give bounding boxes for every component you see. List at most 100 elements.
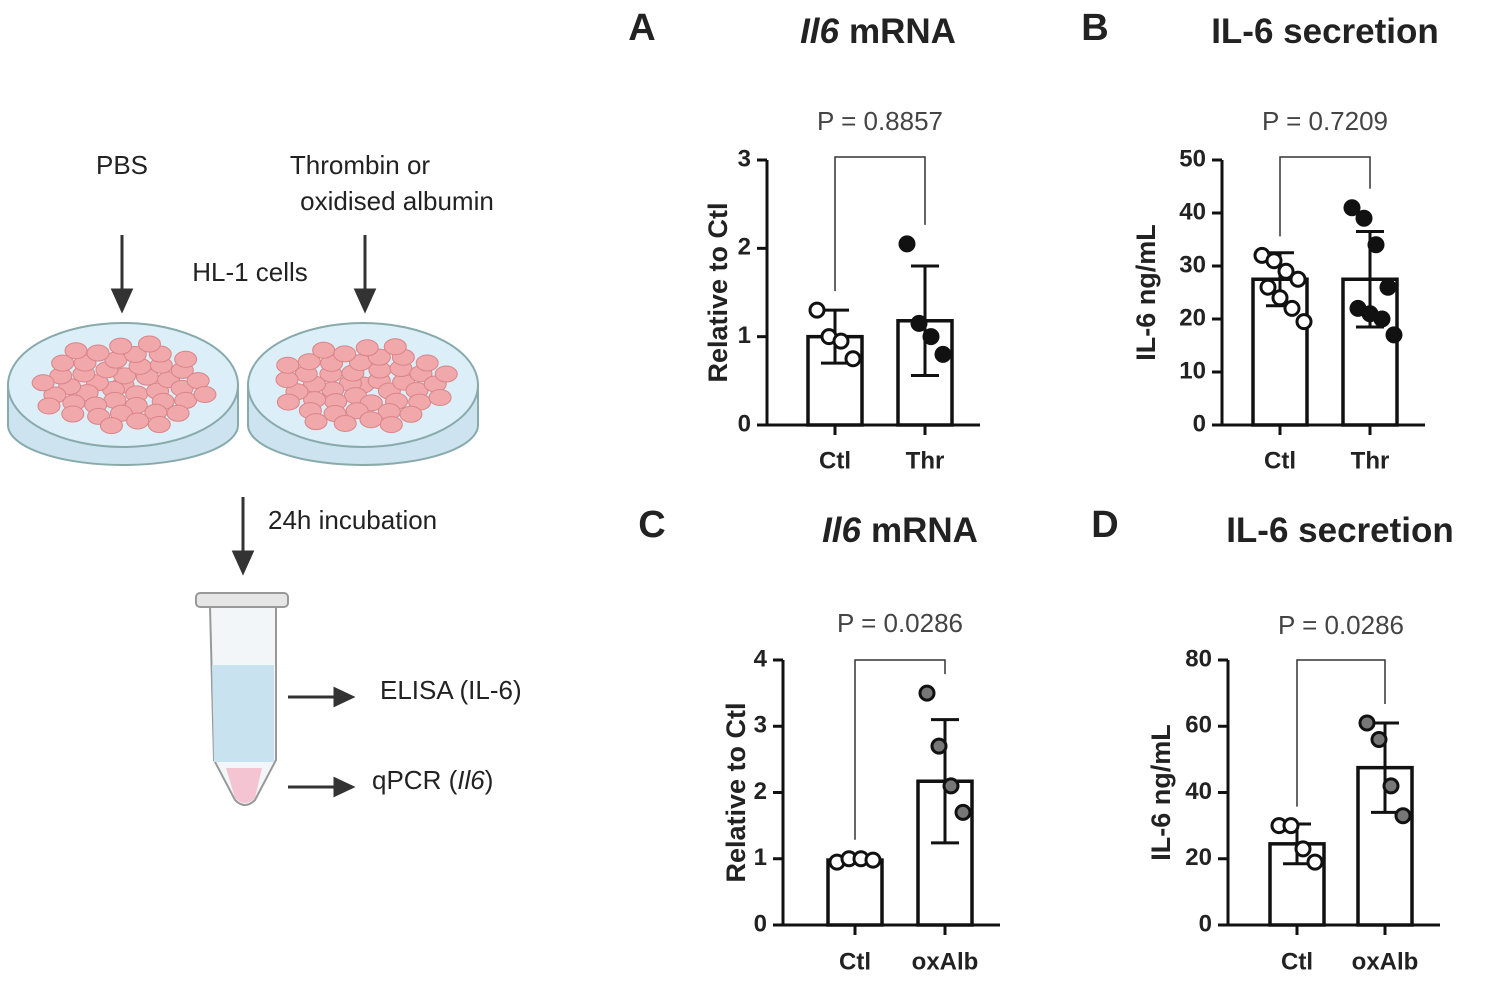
cell bbox=[99, 417, 123, 435]
cell bbox=[51, 354, 75, 372]
panel: C Il6 mRNA Relative to Ctl 0 1 2 3 4 Ctl oxAlb P = … bbox=[638, 504, 1000, 975]
cell bbox=[109, 404, 133, 422]
y-tick-label: 2 bbox=[738, 234, 751, 261]
data-point bbox=[942, 777, 960, 795]
qpcr-gene: Il6 bbox=[457, 765, 485, 795]
y-tick-label: 0 bbox=[754, 910, 767, 937]
cell bbox=[379, 416, 403, 434]
cell bbox=[64, 342, 88, 360]
tube bbox=[195, 592, 289, 806]
panel-letter: D bbox=[1091, 504, 1118, 546]
significance-bracket bbox=[854, 659, 946, 840]
qpcr-text: qPCR ( bbox=[372, 765, 458, 795]
qpcr-label: qPCR (Il6) bbox=[372, 765, 493, 795]
cell bbox=[126, 412, 150, 430]
x-tick-label: Thr bbox=[906, 447, 945, 474]
data-point bbox=[934, 345, 952, 363]
y-axis-label: Relative to Ctl bbox=[721, 702, 751, 882]
data-point bbox=[918, 684, 936, 702]
x-tick-label: Ctl bbox=[1264, 447, 1296, 474]
cell bbox=[275, 371, 299, 389]
data-point bbox=[1385, 326, 1403, 344]
data-point bbox=[1370, 731, 1388, 748]
panel-letter: C bbox=[638, 504, 665, 546]
y-tick-label: 1 bbox=[738, 322, 751, 349]
data-point bbox=[1306, 853, 1324, 871]
title-part: mRNA bbox=[871, 511, 978, 550]
data-point bbox=[910, 314, 928, 332]
pbs-label: PBS bbox=[96, 150, 148, 180]
significance-bracket bbox=[1296, 659, 1386, 807]
data-point bbox=[1271, 289, 1289, 307]
data-point bbox=[1283, 299, 1301, 317]
y-tick-label: 40 bbox=[1179, 198, 1206, 225]
panel-title: Il6 mRNA bbox=[822, 511, 978, 550]
p-value: P = 0.8857 bbox=[817, 106, 943, 136]
data-point bbox=[930, 737, 948, 755]
bar bbox=[826, 858, 884, 927]
cell bbox=[86, 344, 110, 362]
cell bbox=[312, 341, 336, 359]
y-tick-label: 20 bbox=[1185, 844, 1212, 871]
treatment-label: oxidised albumin bbox=[300, 186, 494, 216]
y-tick-label: 10 bbox=[1179, 357, 1206, 384]
data-point bbox=[1379, 278, 1397, 296]
p-value: P = 0.7209 bbox=[1262, 106, 1388, 136]
cell bbox=[383, 338, 407, 356]
x-tick-label: oxAlb bbox=[1352, 948, 1419, 975]
data-point bbox=[1259, 278, 1277, 296]
data-point bbox=[1373, 310, 1391, 328]
elisa-label: ELISA (IL-6) bbox=[380, 675, 522, 705]
p-value: P = 0.0286 bbox=[1278, 610, 1404, 640]
x-tick-label: Ctl bbox=[839, 948, 871, 975]
y-tick-label: 3 bbox=[738, 145, 751, 172]
cell bbox=[359, 411, 383, 429]
y-axis-label: IL-6 ng/mL bbox=[1131, 224, 1161, 361]
data-point bbox=[1289, 270, 1307, 288]
y-axis-label: IL-6 ng/mL bbox=[1146, 724, 1176, 861]
cells-label: HL-1 cells bbox=[192, 257, 308, 287]
data-point bbox=[1343, 199, 1361, 217]
significance-bracket bbox=[834, 156, 926, 292]
cell bbox=[333, 414, 357, 432]
panel-letter: B bbox=[1081, 7, 1108, 49]
cell bbox=[37, 397, 61, 415]
cell bbox=[166, 404, 190, 422]
qpcr-text: ) bbox=[485, 765, 494, 795]
y-tick-label: 0 bbox=[738, 410, 751, 437]
p-value: P = 0.0286 bbox=[837, 608, 963, 638]
cell bbox=[355, 339, 379, 357]
significance-bracket bbox=[1279, 156, 1371, 237]
x-tick-label: Ctl bbox=[819, 447, 851, 474]
y-axis-label: Relative to Ctl bbox=[703, 202, 733, 382]
y-tick-label: 0 bbox=[1193, 410, 1206, 437]
cell bbox=[434, 365, 458, 383]
y-tick-label: 40 bbox=[1185, 778, 1212, 805]
data-point bbox=[1382, 777, 1400, 795]
cell bbox=[109, 337, 133, 355]
cell bbox=[304, 413, 328, 431]
x-tick-label: Thr bbox=[1351, 447, 1390, 474]
data-point bbox=[864, 851, 882, 869]
data-point bbox=[1282, 817, 1300, 835]
title-part: mRNA bbox=[849, 12, 956, 51]
y-tick-label: 1 bbox=[754, 844, 767, 871]
cell bbox=[276, 356, 300, 374]
treatment-label: Thrombin or bbox=[290, 150, 430, 180]
data-point bbox=[1294, 840, 1312, 858]
diagram: PBS Thrombin or oxidised albumin HL-1 ce… bbox=[7, 150, 522, 806]
y-tick-label: 20 bbox=[1179, 304, 1206, 331]
cell bbox=[61, 405, 85, 423]
cell bbox=[333, 345, 357, 363]
data-point bbox=[898, 235, 916, 253]
panel-letter: A bbox=[628, 7, 655, 49]
panel: A Il6 mRNA Relative to Ctl 0 1 2 3 Ctl Thr P = 0.8… bbox=[628, 7, 980, 474]
y-tick-label: 60 bbox=[1185, 712, 1212, 739]
data-point bbox=[1355, 209, 1373, 227]
data-point bbox=[922, 328, 940, 346]
y-tick-label: 30 bbox=[1179, 251, 1206, 278]
panel-title: IL-6 secretion bbox=[1211, 12, 1439, 51]
y-tick-label: 50 bbox=[1179, 145, 1206, 172]
y-tick-label: 3 bbox=[754, 712, 767, 739]
data-point bbox=[1394, 807, 1412, 825]
